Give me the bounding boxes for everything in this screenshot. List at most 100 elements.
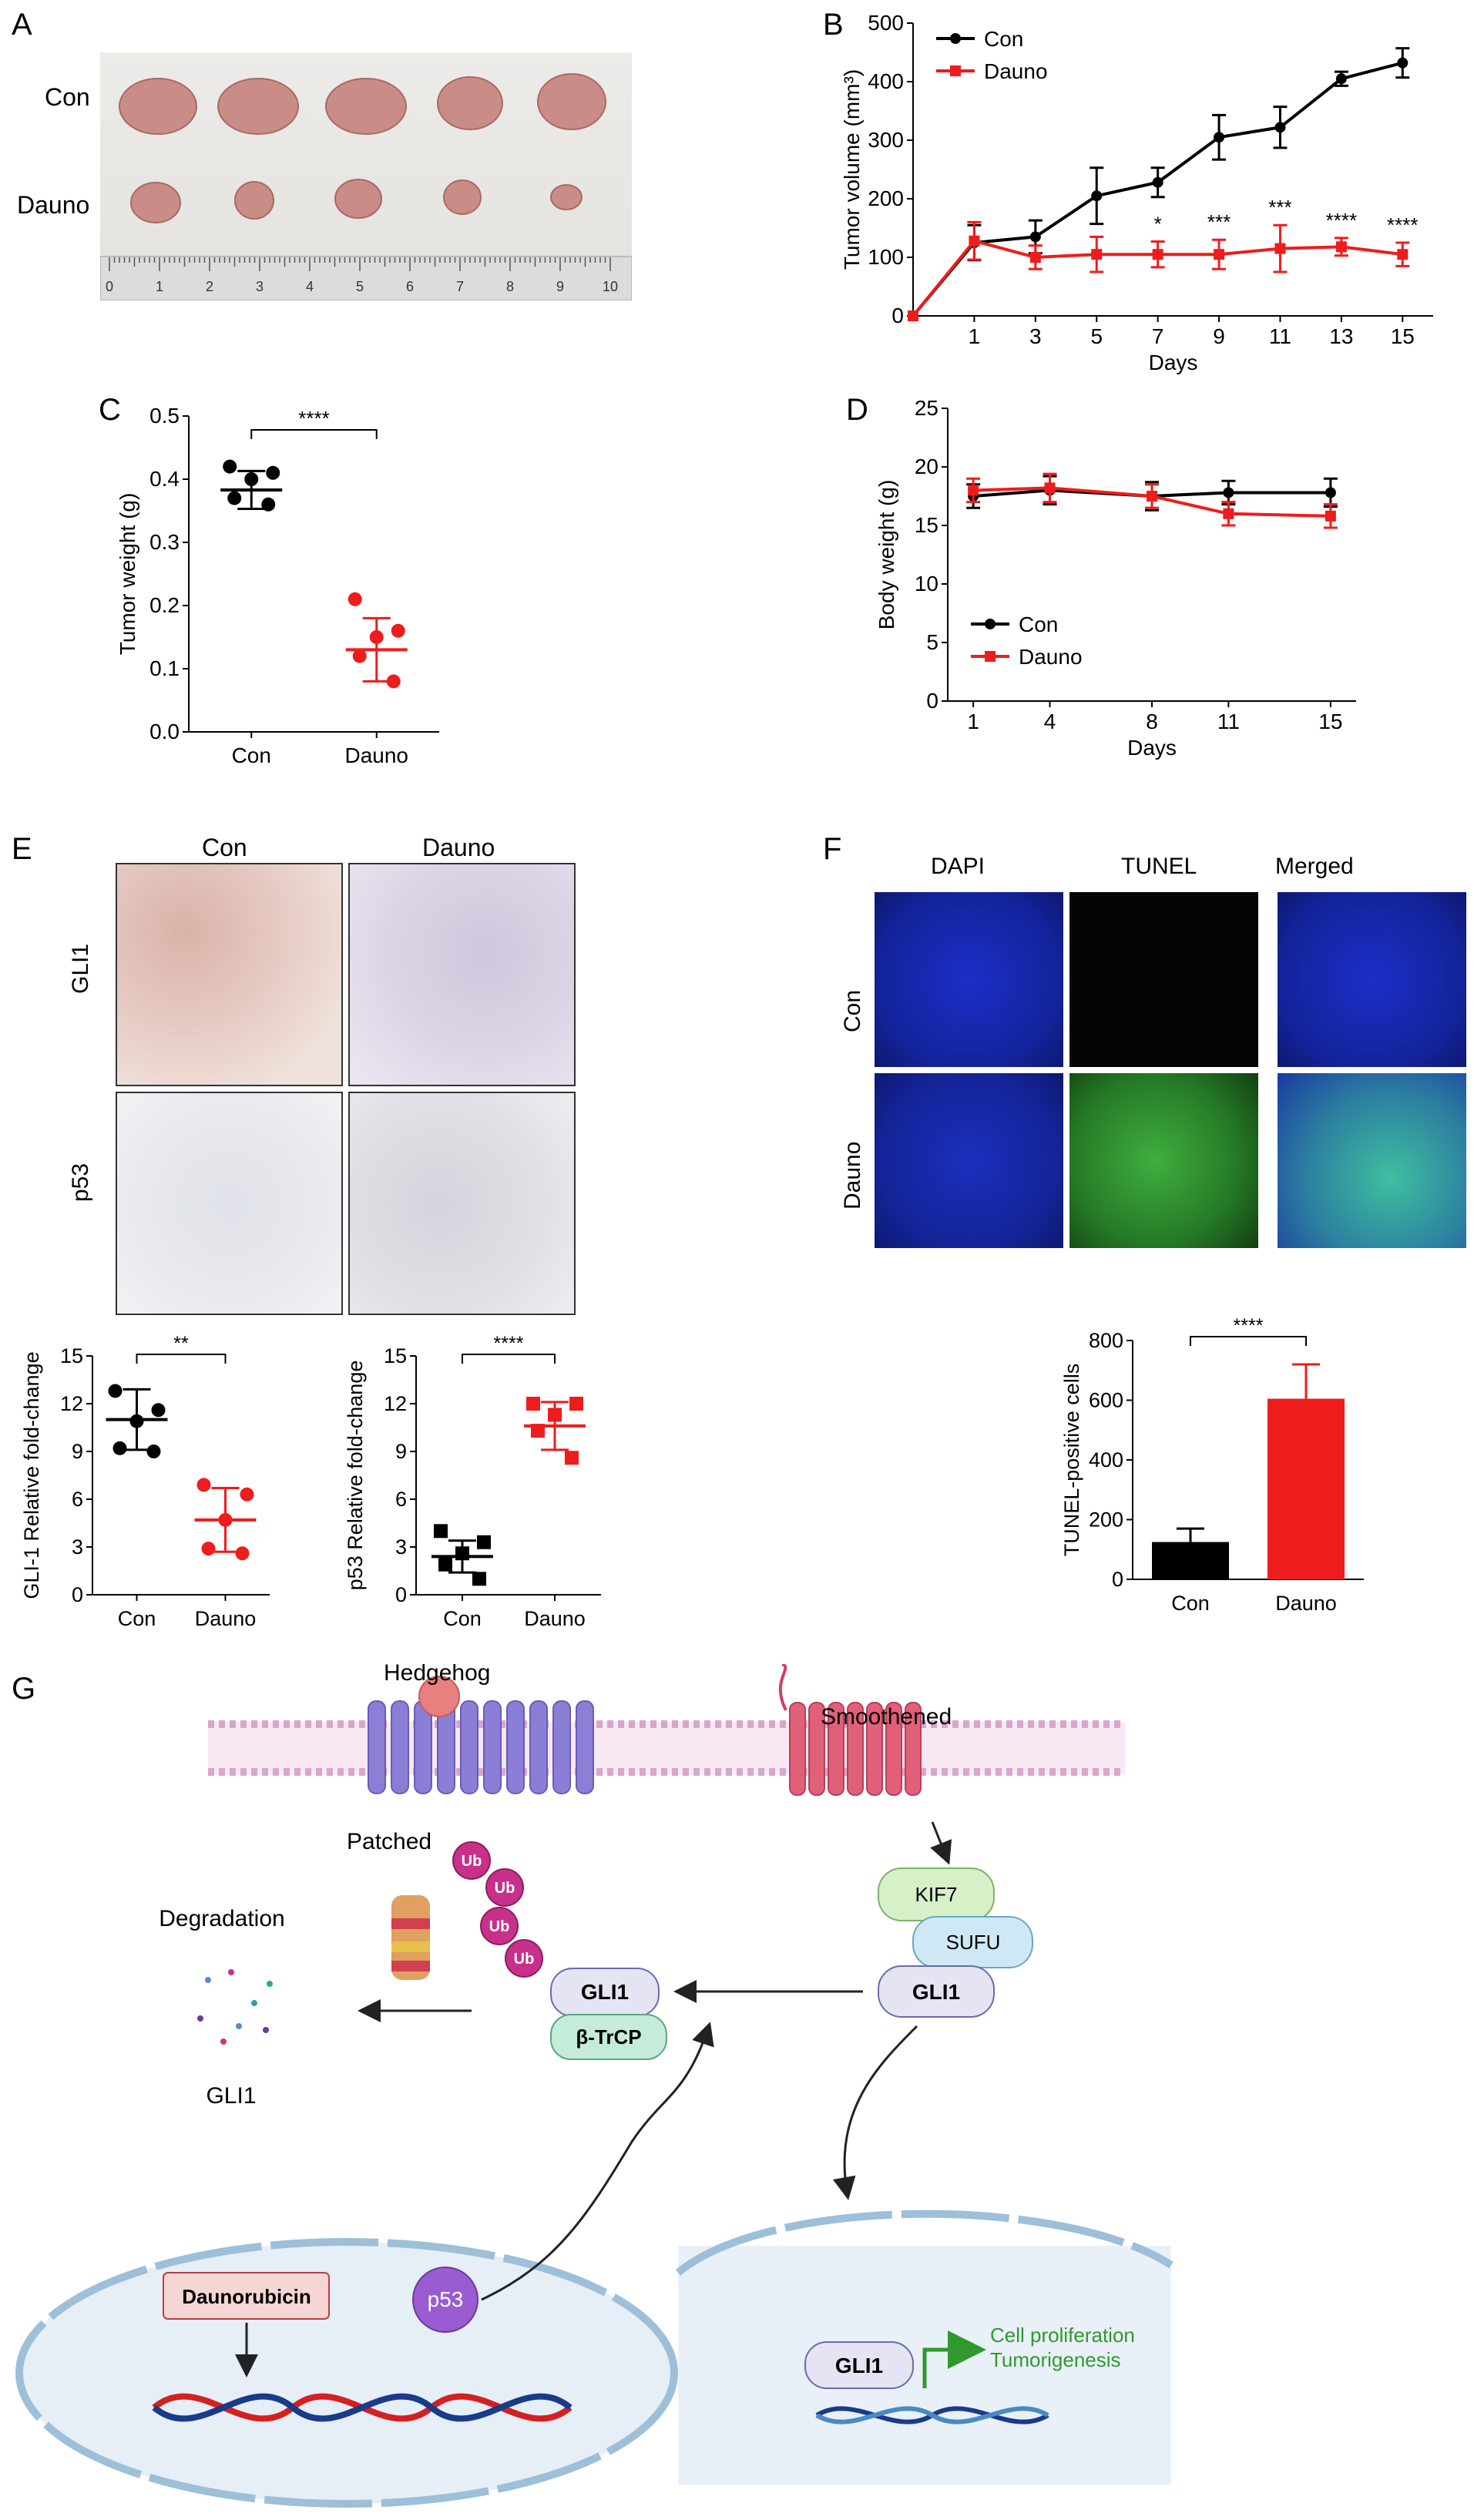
pathway-diagram: Hedgehog Patched Smoothened KIF7 SUFU GL… (15, 1664, 1173, 2508)
data-point (240, 1487, 254, 1502)
x-tick-label: Dauno (1275, 1592, 1337, 1615)
ruler-number: 6 (406, 279, 414, 294)
y-axis-label: Tumor volume (mm³) (840, 69, 864, 270)
x-tick-label: 11 (1217, 710, 1240, 733)
x-tick-label: Con (232, 743, 271, 767)
daunorubicin-box (163, 2272, 330, 2320)
data-point (1335, 73, 1347, 85)
y-tick-label: 12 (60, 1392, 83, 1415)
legend-marker (985, 651, 996, 662)
data-point (266, 465, 280, 480)
significance-bracket (250, 429, 378, 439)
ihc-row-label-gli1: GLI1 (68, 943, 93, 994)
ruler-number: 10 (603, 279, 618, 294)
y-tick-label: 0.4 (149, 467, 180, 491)
tunel-dapi-dauno (875, 1073, 1063, 1248)
data-point (526, 1397, 540, 1411)
data-point (565, 1451, 579, 1465)
data-point (1335, 241, 1347, 253)
legend-marker (950, 33, 961, 44)
significance-mark: **** (1234, 1315, 1264, 1337)
y-tick-label: 0.2 (149, 593, 180, 617)
gli1-degraded-label: GLI1 (206, 2083, 256, 2109)
data-point (1223, 508, 1234, 519)
tumor-con-3 (325, 78, 407, 135)
data-point (1214, 249, 1225, 260)
body-weight-chart: 0 5 10 15 20 25 Body weight (g) 1 4 8 11 15 Days Con D… (875, 401, 1356, 760)
ruler (100, 256, 632, 300)
data-point (1214, 132, 1225, 143)
data-point (1029, 231, 1041, 243)
y-tick-label: 12 (384, 1392, 407, 1415)
data-point (348, 592, 362, 606)
ihc-col-label-dauno: Dauno (422, 834, 495, 861)
hedgehog-label: Hedgehog (384, 1664, 490, 1686)
x-axis-label: Days (1149, 351, 1198, 374)
data-point (261, 497, 276, 512)
ub-label-3: Ub (489, 1918, 510, 1935)
data-point (969, 235, 980, 247)
ihc-gli1-con (116, 863, 343, 1086)
data-point (455, 1546, 469, 1561)
x-tick-label: Con (443, 1607, 482, 1630)
daunorubicin-label: Daunorubicin (182, 2285, 311, 2308)
significance-mark: *** (1207, 210, 1231, 233)
data-point (1397, 57, 1409, 69)
y-tick-label: 600 (1089, 1389, 1123, 1412)
x-tick-label: Dauno (195, 1607, 257, 1630)
legend-marker (950, 65, 961, 76)
ruler-number: 1 (156, 279, 163, 294)
y-tick-label: 9 (72, 1440, 83, 1463)
data-point (108, 1384, 123, 1398)
data-point (1029, 252, 1041, 263)
degradation-fragments-icon (197, 1969, 273, 2045)
nucleus-left (15, 2238, 678, 2508)
ihc-gli1-dauno (348, 863, 576, 1086)
x-tick-label: 9 (1213, 324, 1225, 348)
panel-letter-g: G (12, 1672, 36, 1706)
data-point (1152, 176, 1163, 188)
tumor-con-2 (217, 78, 299, 135)
panel-letter-f: F (823, 832, 842, 866)
y-tick-label: 3 (395, 1535, 407, 1559)
tunel-dapi-con (875, 892, 1063, 1067)
y-tick-label: 0 (891, 304, 904, 327)
data-point (1091, 249, 1103, 260)
data-point (223, 459, 237, 474)
tunel-col-label-dapi: DAPI (931, 854, 985, 879)
data-point (1152, 249, 1163, 260)
y-axis-label: Tumor weight (g) (116, 493, 139, 656)
x-tick-label: Dauno (524, 1607, 586, 1630)
y-tick-label: 10 (915, 572, 938, 596)
x-axis-label: Days (1127, 736, 1177, 760)
data-point (477, 1535, 491, 1549)
tumor-photo-panel: Con Dauno 0 1 2 3 4 5 6 7 8 9 10 (0, 0, 678, 308)
y-tick-label: 15 (384, 1344, 407, 1367)
tumor-weight-chart: 0.0 0.1 0.2 0.3 0.4 0.5 Tumor weight (g) Con Dau… (116, 404, 439, 767)
significance-mark: **** (298, 407, 329, 430)
y-tick-label: 9 (395, 1440, 407, 1463)
tunel-tunel-con (1069, 892, 1258, 1067)
panel-letter-a: A (12, 8, 32, 42)
ruler-number: 8 (506, 279, 514, 294)
panel-letter-c: C (99, 393, 121, 427)
x-tick-label: 13 (1329, 324, 1353, 348)
y-tick-label: 0.3 (149, 530, 180, 554)
patched-receptor (368, 1700, 594, 1794)
y-tick-label: 0 (926, 689, 938, 713)
y-tick-label: 15 (60, 1344, 83, 1367)
ihc-col-label-con: Con (202, 834, 247, 861)
smoothened-label: Smoothened (821, 1704, 952, 1730)
patched-label: Patched (347, 1829, 431, 1854)
tumor-con-5 (537, 73, 606, 130)
data-point (569, 1397, 583, 1411)
y-tick-label: 200 (1089, 1508, 1123, 1532)
x-tick-label: 15 (1391, 324, 1415, 348)
gli1-nucleus-box (804, 2341, 914, 2389)
x-tick-label: 5 (1090, 324, 1103, 348)
data-point (129, 1414, 144, 1428)
tunel-merged-con (1278, 892, 1466, 1067)
significance-mark: * (1154, 212, 1162, 235)
data-point (1325, 487, 1336, 498)
data-point (968, 485, 979, 496)
